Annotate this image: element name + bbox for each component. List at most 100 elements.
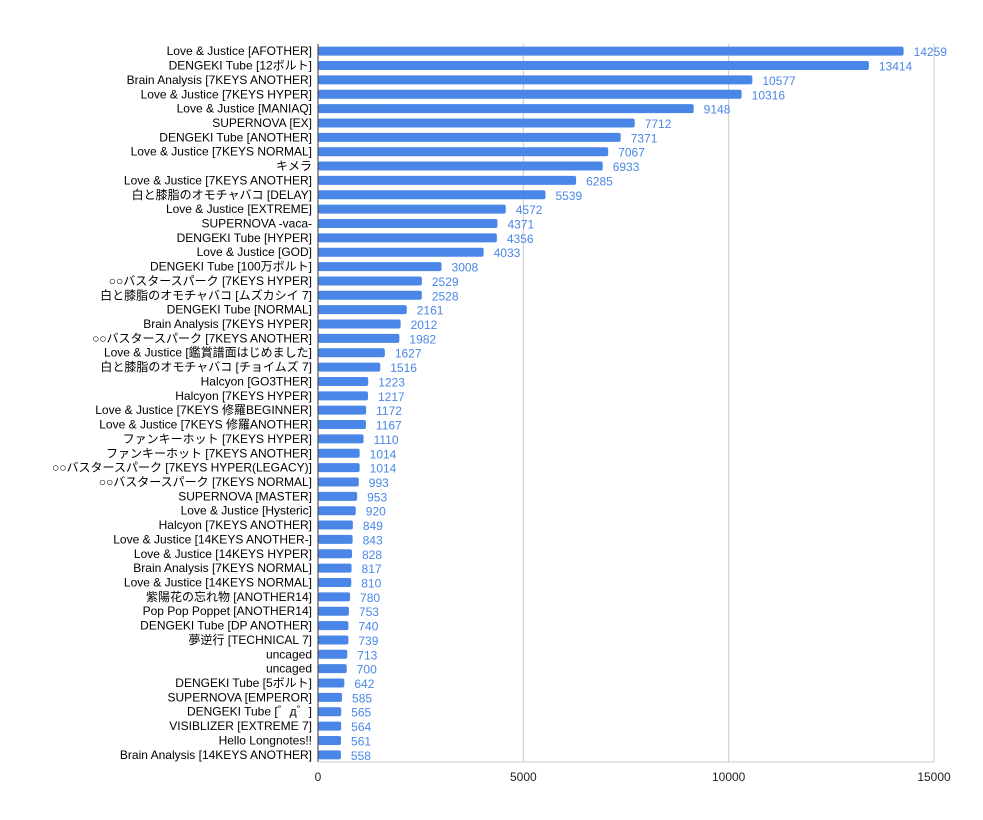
data-label: 2528 xyxy=(432,289,459,303)
bar xyxy=(318,735,342,745)
category-label: ○○バスタースパーク [7KEYS NORMAL] xyxy=(99,475,312,489)
bar xyxy=(318,118,635,128)
bar xyxy=(318,592,351,602)
data-label: 713 xyxy=(357,648,377,662)
bar xyxy=(318,204,506,214)
category-label: 紫陽花の忘れ物 [ANOTHER14] xyxy=(146,589,312,604)
bar xyxy=(318,247,484,257)
data-label: 9148 xyxy=(704,103,731,117)
x-tick-label: 5000 xyxy=(510,770,537,784)
category-label: DENGEKI Tube [NORMAL] xyxy=(167,303,312,317)
data-label: 1110 xyxy=(374,433,399,447)
bar xyxy=(318,463,360,473)
bar xyxy=(318,362,381,372)
category-label: Love & Justice [鑑賞譜面はじめました] xyxy=(104,345,312,360)
bar xyxy=(318,233,497,243)
category-label: Love & Justice [EXTREME] xyxy=(166,202,312,216)
category-label: uncaged xyxy=(266,662,312,676)
category-label: 白と膝脂のオモチャバコ [ムズカシイ 7] xyxy=(100,287,312,302)
data-label: 6933 xyxy=(613,160,640,174)
category-label: Love & Justice [14KEYS ANOTHER-] xyxy=(113,532,312,546)
bar xyxy=(318,664,347,674)
data-label: 828 xyxy=(362,548,382,562)
category-label: DENGEKI Tube [゛д゛] xyxy=(187,705,312,719)
data-label: 5539 xyxy=(555,189,582,203)
data-label: 2529 xyxy=(432,275,459,289)
category-label: Love & Justice [AFOTHER] xyxy=(167,44,312,58)
category-label: DENGEKI Tube [100万ボルト] xyxy=(150,260,312,274)
category-label: Brain Analysis [7KEYS HYPER] xyxy=(143,317,312,331)
category-label: Love & Justice [7KEYS 修羅ANOTHER] xyxy=(99,417,312,432)
data-label: 1014 xyxy=(370,447,397,461)
bar xyxy=(318,649,348,659)
bar xyxy=(318,621,349,631)
data-label: 4371 xyxy=(508,218,535,232)
bar xyxy=(318,549,353,559)
data-label: 13414 xyxy=(879,60,913,74)
data-label: 753 xyxy=(359,605,379,619)
x-tick-labels: 0 5000 10000 15000 xyxy=(315,770,951,784)
category-label: DENGEKI Tube [5ボルト] xyxy=(175,676,312,690)
bar xyxy=(318,219,498,228)
bar xyxy=(318,147,609,157)
category-label: SUPERNOVA [EX] xyxy=(212,116,312,130)
category-label: Pop Pop Poppet [ANOTHER14] xyxy=(143,604,312,618)
category-label: DENGEKI Tube [DP ANOTHER] xyxy=(140,619,312,633)
category-label: ファンキーホット [7KEYS HYPER] xyxy=(123,432,312,446)
data-label: 817 xyxy=(362,562,382,576)
bar xyxy=(318,262,442,272)
category-label: VISIBLIZER [EXTREME 7] xyxy=(169,719,312,733)
bar xyxy=(318,376,369,386)
category-label: Halcyon [7KEYS ANOTHER] xyxy=(159,518,312,532)
x-tick-label: 10000 xyxy=(712,770,746,784)
bar xyxy=(318,578,352,587)
category-label: Halcyon [GO3THER] xyxy=(201,374,312,388)
category-label: Love & Justice [MANIAQ] xyxy=(177,102,312,116)
bar xyxy=(318,175,577,185)
bar xyxy=(318,104,694,114)
bar xyxy=(318,405,367,415)
bar xyxy=(318,420,366,430)
bar xyxy=(318,75,753,85)
axes xyxy=(317,44,934,763)
category-label: Love & Justice [Hysteric] xyxy=(181,504,312,518)
category-label: Brain Analysis [7KEYS NORMAL] xyxy=(133,561,312,575)
category-label: Love & Justice [14KEYS NORMAL] xyxy=(124,576,312,590)
data-label: 10316 xyxy=(752,88,786,102)
bars xyxy=(318,46,904,760)
bar xyxy=(318,46,904,56)
data-label: 1167 xyxy=(376,419,402,433)
data-label: 1982 xyxy=(409,332,436,346)
data-label: 1627 xyxy=(395,347,422,361)
category-label: Hello Longnotes!! xyxy=(219,733,312,747)
bar xyxy=(318,534,353,544)
category-label: ○○バスタースパーク [7KEYS HYPER] xyxy=(109,274,312,288)
category-label: DENGEKI Tube [ANOTHER] xyxy=(159,130,312,144)
bar xyxy=(318,721,342,731)
data-label: 7712 xyxy=(645,117,672,131)
data-label: 843 xyxy=(363,533,383,547)
bar xyxy=(318,750,341,760)
bar xyxy=(318,190,546,200)
data-label: 7067 xyxy=(618,146,645,160)
bar xyxy=(318,491,358,501)
category-label: ファンキーホット [7KEYS ANOTHER] xyxy=(106,446,312,460)
bar xyxy=(318,635,349,645)
bar xyxy=(318,132,621,142)
data-label: 2161 xyxy=(417,304,444,318)
bar xyxy=(318,606,349,616)
data-label: 1516 xyxy=(390,361,417,375)
data-label: 642 xyxy=(354,677,374,691)
category-label: キメラ xyxy=(276,159,312,173)
category-label: Love & Justice [7KEYS HYPER] xyxy=(141,87,312,101)
bar xyxy=(318,563,352,573)
bar xyxy=(318,319,401,329)
data-label: 4572 xyxy=(516,203,543,217)
data-label: 585 xyxy=(352,691,372,705)
category-label: DENGEKI Tube [HYPER] xyxy=(177,231,312,245)
data-label: 10577 xyxy=(762,74,796,88)
category-label: Love & Justice [7KEYS ANOTHER] xyxy=(124,173,312,187)
data-label: 920 xyxy=(366,505,386,519)
